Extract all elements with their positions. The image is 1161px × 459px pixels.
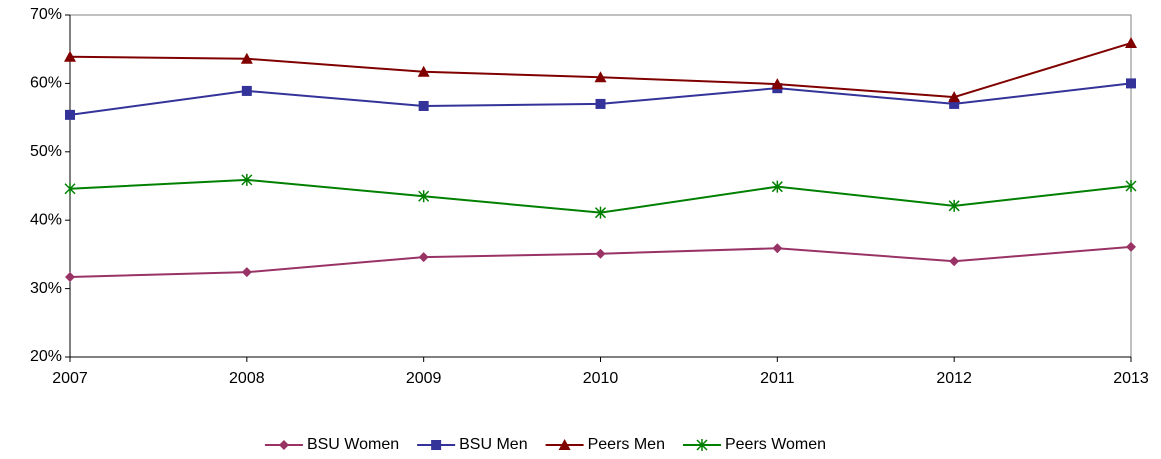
marker: [65, 271, 75, 282]
plot-frame: [69, 14, 1132, 358]
marker: [948, 91, 961, 103]
marker: [594, 206, 607, 219]
x-tick-label: 2007: [52, 370, 88, 387]
marker: [241, 173, 253, 186]
marker: [558, 439, 571, 450]
marker: [418, 190, 430, 203]
marker: [772, 243, 783, 254]
legend: BSU Women BSU Men Peers Men Peers Women: [264, 436, 826, 453]
marker: [1125, 180, 1137, 192]
legend-label: Peers Women: [725, 436, 826, 453]
y-tick-label: 50%: [30, 143, 62, 160]
x-tick-label: 2012: [936, 370, 972, 387]
marker: [696, 439, 708, 451]
marker: [241, 267, 252, 278]
marker: [240, 52, 253, 64]
marker: [418, 100, 429, 111]
y-tick-label: 30%: [30, 280, 62, 297]
legend-label: Peers Men: [588, 436, 665, 453]
series-line: [69, 42, 1132, 99]
x-tick-label: 2010: [583, 370, 619, 387]
marker: [65, 109, 75, 120]
x-tick-label: 2011: [760, 370, 795, 387]
marker: [1125, 37, 1137, 49]
y-tick-label: 60%: [30, 75, 62, 92]
marker: [1126, 78, 1136, 89]
marker: [418, 252, 429, 263]
legend-label: BSU Women: [307, 436, 399, 453]
y-tick-label: 20%: [30, 348, 62, 365]
marker: [417, 65, 430, 77]
marker: [1126, 241, 1136, 252]
marker: [278, 440, 289, 450]
marker: [64, 50, 76, 62]
y-tick-label: 70%: [30, 6, 62, 23]
marker: [595, 98, 606, 109]
x-tick-label: 2013: [1113, 370, 1149, 387]
marker: [771, 78, 784, 90]
x-tick-label: 2008: [229, 370, 265, 387]
marker: [241, 85, 252, 96]
marker: [594, 71, 607, 83]
legend-label: BSU Men: [459, 436, 527, 453]
marker: [64, 182, 76, 195]
marker: [948, 199, 960, 212]
marker: [431, 440, 442, 450]
marker: [949, 98, 960, 109]
marker: [949, 256, 960, 267]
marker: [771, 180, 783, 193]
y-tick-label: 40%: [30, 211, 62, 228]
x-tick-label: 2009: [406, 370, 442, 387]
marker: [595, 248, 606, 259]
